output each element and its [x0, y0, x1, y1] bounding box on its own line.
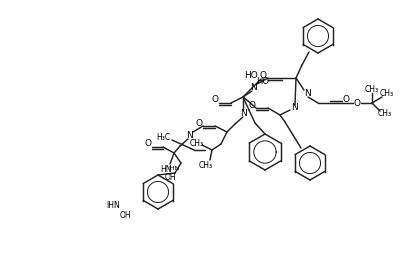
Text: CH₃: CH₃	[378, 110, 392, 118]
Text: CH₃: CH₃	[365, 84, 379, 94]
Text: HN: HN	[160, 165, 172, 173]
Text: N: N	[291, 103, 298, 113]
Text: O: O	[342, 95, 349, 105]
Text: O: O	[353, 99, 360, 107]
Text: HO: HO	[244, 70, 258, 80]
Text: N: N	[304, 88, 310, 98]
Text: O: O	[259, 70, 266, 80]
Text: O: O	[196, 118, 203, 128]
Text: H₃C: H₃C	[156, 133, 170, 143]
Text: CH₃: CH₃	[199, 161, 213, 169]
Text: IHN: IHN	[106, 200, 120, 210]
Text: CH₃: CH₃	[190, 139, 204, 147]
Text: N: N	[186, 132, 192, 140]
Text: OH: OH	[164, 173, 176, 183]
Text: OH: OH	[119, 210, 131, 219]
Text: O: O	[145, 140, 152, 148]
Text: N: N	[240, 110, 246, 118]
Text: N: N	[249, 84, 256, 92]
Text: O: O	[249, 100, 256, 110]
Text: IHN: IHN	[169, 166, 180, 170]
Text: CH₃: CH₃	[380, 90, 394, 99]
Text: HO: HO	[256, 76, 270, 85]
Text: O: O	[212, 95, 219, 105]
